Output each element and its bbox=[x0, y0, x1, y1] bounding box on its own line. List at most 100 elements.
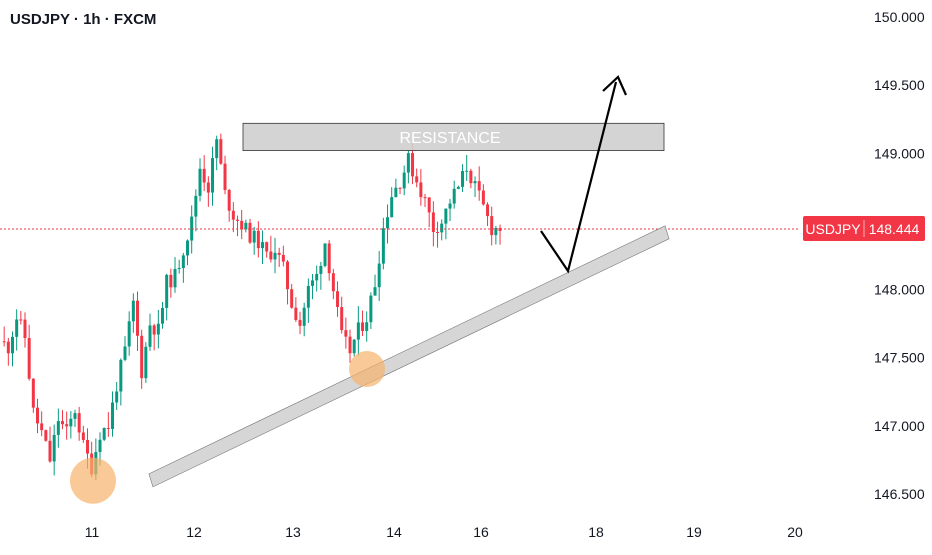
highlighted-low-1 bbox=[70, 457, 116, 504]
candle-body bbox=[361, 322, 365, 331]
candle-body bbox=[61, 421, 65, 425]
candle-body bbox=[152, 325, 156, 335]
candle-body bbox=[106, 427, 110, 429]
candle-body bbox=[356, 322, 360, 340]
candle-body bbox=[490, 216, 494, 236]
candle-body bbox=[131, 300, 135, 322]
candle-body bbox=[440, 223, 444, 233]
candle-body bbox=[402, 172, 406, 189]
candle-body bbox=[373, 287, 377, 296]
candle-body bbox=[411, 153, 415, 177]
candle-body bbox=[452, 188, 456, 204]
candle-body bbox=[156, 323, 160, 335]
candle-body bbox=[73, 413, 77, 419]
candle-body bbox=[190, 216, 194, 241]
candle-body bbox=[181, 255, 185, 269]
x-tick-label: 19 bbox=[686, 524, 702, 540]
x-tick-label: 14 bbox=[386, 524, 402, 540]
candle-body bbox=[177, 268, 181, 270]
candle-body bbox=[340, 307, 344, 331]
candle-body bbox=[115, 391, 119, 403]
x-tick-label: 11 bbox=[85, 524, 100, 540]
candle-body bbox=[381, 228, 385, 264]
candle-body bbox=[194, 195, 198, 217]
candle-body bbox=[269, 251, 273, 260]
candle-body bbox=[386, 217, 390, 229]
support-trendline-zone bbox=[148, 225, 670, 488]
chart-title: USDJPY · 1h · FXCM bbox=[10, 11, 156, 28]
candle-body bbox=[240, 220, 244, 230]
candle-body bbox=[444, 208, 448, 224]
candle-body bbox=[111, 402, 115, 429]
candle-body bbox=[252, 230, 256, 243]
y-tick-label: 150.000 bbox=[874, 9, 925, 25]
y-tick-label: 147.500 bbox=[874, 350, 925, 366]
candle-body bbox=[11, 336, 15, 354]
price-tag[interactable]: USDJPY 148.444 bbox=[803, 216, 925, 241]
candle-body bbox=[352, 339, 356, 354]
candle-body bbox=[123, 346, 127, 360]
candle-body bbox=[319, 265, 323, 274]
candle-body bbox=[161, 307, 165, 324]
candle-body bbox=[223, 163, 227, 191]
projection-arrow-head bbox=[602, 75, 628, 96]
candle-body bbox=[456, 186, 460, 189]
candle-body bbox=[398, 187, 402, 189]
candle-body bbox=[140, 335, 144, 379]
x-tick-label: 13 bbox=[285, 524, 301, 540]
candle-body bbox=[165, 274, 169, 308]
candle-body bbox=[256, 230, 260, 249]
x-tick-label: 16 bbox=[473, 524, 489, 540]
candle-body bbox=[331, 273, 335, 292]
candle-body bbox=[394, 187, 398, 198]
candle-body bbox=[19, 319, 23, 321]
candle-body bbox=[15, 319, 19, 337]
price-tag-symbol: USDJPY bbox=[805, 221, 861, 237]
resistance-zone bbox=[242, 122, 665, 151]
candle-body bbox=[86, 440, 90, 454]
resistance-label: RESISTANCE bbox=[399, 130, 500, 147]
candle-body bbox=[144, 346, 148, 379]
candle-body bbox=[448, 203, 452, 209]
candle-body bbox=[236, 219, 240, 221]
candle-body bbox=[36, 407, 40, 424]
candle-body bbox=[461, 171, 465, 187]
candle-body bbox=[336, 291, 340, 308]
candle-body bbox=[119, 359, 123, 392]
candle-body bbox=[2, 341, 6, 343]
candle-body bbox=[369, 295, 373, 323]
candle-body bbox=[436, 231, 440, 233]
candle-body bbox=[48, 440, 52, 462]
candle-body bbox=[415, 176, 419, 183]
candle-body bbox=[419, 182, 423, 198]
candle-body bbox=[494, 228, 498, 236]
candle-body bbox=[6, 341, 10, 354]
candle-body bbox=[294, 307, 298, 320]
candle-body bbox=[202, 168, 206, 183]
candle-body bbox=[169, 274, 173, 288]
candle-body bbox=[56, 421, 60, 435]
candle-body bbox=[77, 413, 81, 433]
x-axis: 11 12 13 14 16 18 19 20 bbox=[85, 524, 803, 540]
candle-body bbox=[23, 319, 27, 339]
candle-body bbox=[315, 273, 319, 281]
candle-body bbox=[148, 325, 152, 347]
highlighted-low-2 bbox=[349, 350, 385, 387]
y-axis: 146.500 147.000 147.500 148.000 149.000 149.5… bbox=[874, 9, 925, 502]
candle-body bbox=[231, 210, 235, 220]
candle-body bbox=[215, 139, 219, 159]
projection-arrow-path bbox=[540, 81, 618, 274]
x-tick-label: 20 bbox=[787, 524, 803, 540]
candle-body bbox=[423, 197, 427, 199]
y-tick-label: 147.000 bbox=[874, 418, 925, 434]
candle-body bbox=[311, 280, 315, 286]
candles-layer bbox=[2, 133, 502, 480]
price-tag-value: 148.444 bbox=[869, 221, 920, 237]
candle-body bbox=[127, 321, 131, 347]
candle-body bbox=[40, 423, 44, 431]
candle-body bbox=[173, 268, 177, 288]
candle-body bbox=[102, 427, 106, 440]
candle-body bbox=[273, 252, 277, 260]
